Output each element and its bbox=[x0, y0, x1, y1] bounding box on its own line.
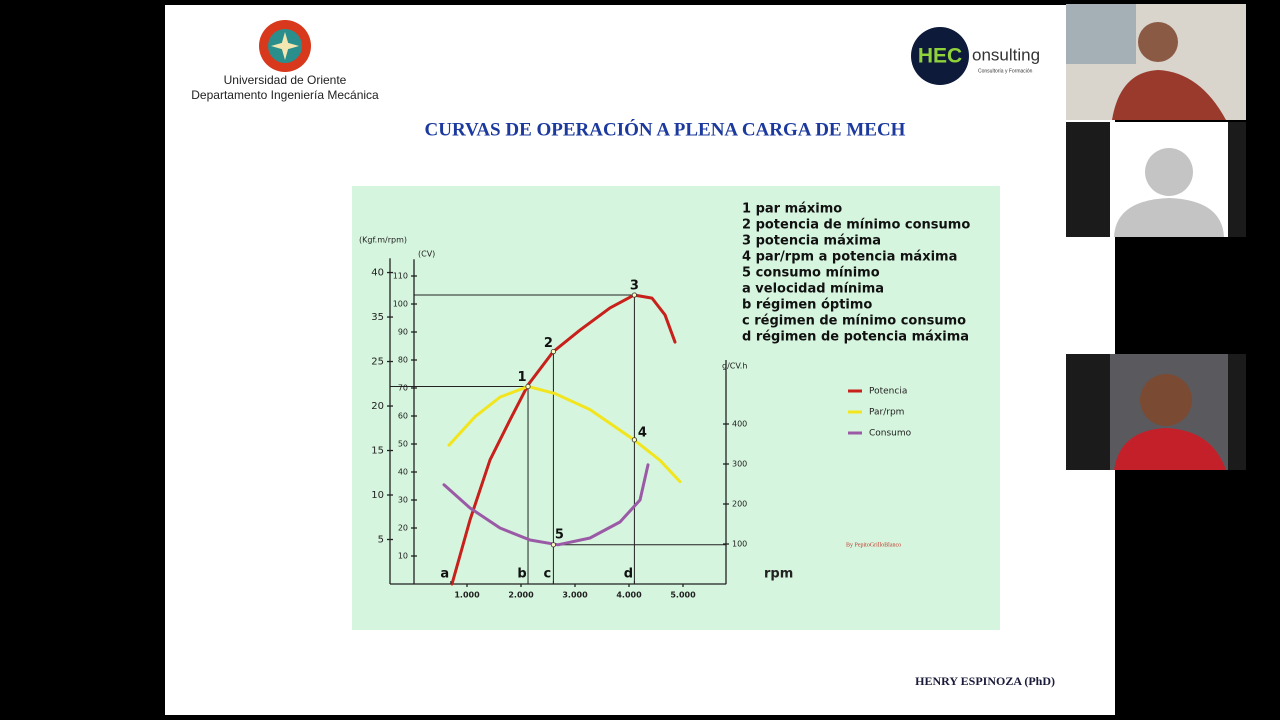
legend-label: Consumo bbox=[869, 429, 912, 439]
y-tick-label: 15 bbox=[371, 446, 384, 457]
x-tick-label: 2.000 bbox=[508, 591, 534, 600]
chart: 5101520253540102030405060708090100110100… bbox=[359, 202, 970, 600]
y-tick-label: 70 bbox=[398, 384, 408, 393]
point-marker bbox=[631, 292, 638, 298]
y-tick-label: 10 bbox=[371, 490, 384, 501]
y-tick-label: 10 bbox=[398, 552, 408, 561]
note: 4 par/rpm a potencia máxima bbox=[742, 250, 957, 265]
author: HENRY ESPINOZA (PhD) bbox=[915, 674, 1055, 688]
note: a velocidad mínima bbox=[742, 282, 884, 297]
y-tick-label: 110 bbox=[393, 272, 408, 281]
legend-label: Par/rpm bbox=[869, 408, 904, 418]
point-marker bbox=[550, 348, 557, 355]
point-label: 4 bbox=[638, 425, 647, 440]
y-tick-label: 20 bbox=[371, 401, 384, 412]
y-tick-label: 80 bbox=[398, 356, 408, 365]
y-tick-label: 40 bbox=[398, 468, 408, 477]
point-marker bbox=[550, 542, 557, 548]
legend-label: Potencia bbox=[869, 387, 907, 397]
point-label: 1 bbox=[517, 370, 526, 385]
y-tick-label: 100 bbox=[732, 540, 747, 549]
x-axis-label: rpm bbox=[764, 567, 793, 582]
y-tick-label: 40 bbox=[371, 268, 384, 279]
letter-label: a bbox=[440, 567, 449, 582]
uni-logo-star bbox=[271, 32, 299, 60]
y-tick-label: 25 bbox=[371, 357, 384, 368]
letter-label: d bbox=[624, 567, 633, 582]
y-tick-label: 200 bbox=[732, 500, 747, 509]
y-tick-label: 50 bbox=[398, 440, 408, 449]
y-tick-label: 90 bbox=[398, 328, 408, 337]
webcam-1-body bbox=[1112, 70, 1226, 120]
x-tick-label: 3.000 bbox=[562, 591, 588, 600]
y-tick-label: 20 bbox=[398, 524, 408, 533]
webcam-3-body bbox=[1114, 428, 1226, 470]
series-line bbox=[450, 293, 677, 586]
y-tick-label: 100 bbox=[393, 300, 408, 309]
hec-logo-word: onsulting bbox=[972, 45, 1040, 64]
note: 3 potencia máxima bbox=[742, 234, 881, 249]
y-tick-label: 30 bbox=[398, 496, 408, 505]
note: c régimen de mínimo consumo bbox=[742, 314, 966, 329]
webcam-2-avatar-head bbox=[1145, 148, 1193, 196]
webcam-2-avatar-body bbox=[1114, 198, 1224, 237]
webcam-3-face bbox=[1140, 374, 1192, 426]
series-line bbox=[447, 384, 682, 484]
point-label: 3 bbox=[630, 279, 639, 294]
y-tick-label: 300 bbox=[732, 460, 747, 469]
university: Universidad de Oriente bbox=[224, 73, 347, 87]
x-tick-label: 4.000 bbox=[616, 591, 642, 600]
note: 2 potencia de mínimo consumo bbox=[742, 218, 970, 233]
axis-label: (CV) bbox=[418, 250, 435, 259]
credit: By PepitoGrilloBlanco bbox=[846, 542, 901, 548]
note: 1 par máximo bbox=[742, 202, 842, 217]
note: 5 consumo mínimo bbox=[742, 266, 880, 281]
point-marker bbox=[525, 383, 531, 390]
y-tick-label: 35 bbox=[371, 312, 384, 323]
hec-logo bbox=[911, 27, 969, 85]
department: Departamento Ingeniería Mecánica bbox=[191, 88, 379, 102]
note: b régimen óptimo bbox=[742, 298, 872, 313]
x-tick-label: 5.000 bbox=[670, 591, 696, 600]
hec-tagline: Consultoría y Formación bbox=[978, 68, 1033, 74]
slide-title: CURVAS DE OPERACIÓN A PLENA CARGA DE MEC… bbox=[425, 118, 906, 140]
series-line bbox=[442, 463, 650, 547]
note: d régimen de potencia máxima bbox=[742, 330, 969, 345]
y-tick-label: 60 bbox=[398, 412, 408, 421]
axis-label: g/CV.h bbox=[722, 362, 747, 371]
point-label: 5 bbox=[555, 527, 564, 542]
y-tick-label: 5 bbox=[378, 535, 384, 546]
point-label: 2 bbox=[544, 336, 553, 351]
point-marker bbox=[631, 437, 638, 443]
x-tick-label: 1.000 bbox=[454, 591, 480, 600]
webcam-1-face bbox=[1138, 22, 1178, 62]
letter-label: b bbox=[517, 567, 526, 582]
hec-logo-text: HEC bbox=[918, 45, 962, 68]
webcam-1-wall bbox=[1066, 4, 1136, 64]
letter-label: c bbox=[544, 567, 552, 582]
axis-label: (Kgf.m/rpm) bbox=[359, 236, 407, 245]
y-tick-label: 400 bbox=[732, 420, 747, 429]
